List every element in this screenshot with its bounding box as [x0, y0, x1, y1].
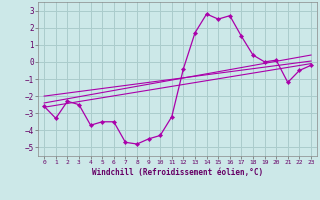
X-axis label: Windchill (Refroidissement éolien,°C): Windchill (Refroidissement éolien,°C)	[92, 168, 263, 177]
